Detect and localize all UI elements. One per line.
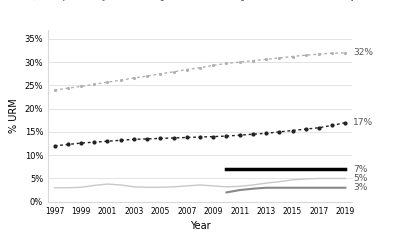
Text: 32%: 32% bbox=[353, 48, 373, 57]
Y-axis label: % URM: % URM bbox=[9, 98, 19, 133]
Text: 3%: 3% bbox=[353, 183, 368, 192]
Text: 5%: 5% bbox=[353, 174, 368, 183]
Text: 17%: 17% bbox=[353, 118, 374, 127]
Legend: US Population, Bachelors' Degrees, Doctoral Degrees, Postdocs, Faculty: US Population, Bachelors' Degrees, Docto… bbox=[27, 0, 356, 1]
X-axis label: Year: Year bbox=[190, 221, 210, 231]
Text: 7%: 7% bbox=[353, 165, 368, 174]
